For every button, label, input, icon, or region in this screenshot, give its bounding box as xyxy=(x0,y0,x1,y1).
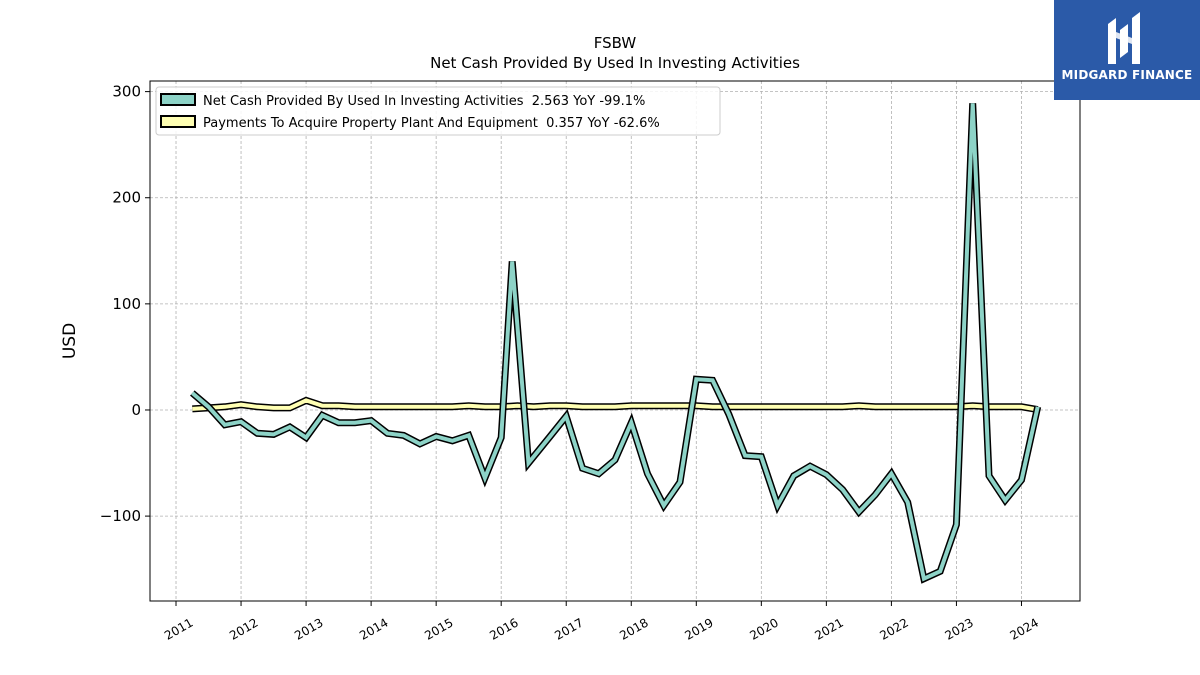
y-tick-label: 100 xyxy=(112,295,141,313)
x-tick-label: 2013 xyxy=(292,615,325,642)
x-tick-label: 2022 xyxy=(877,615,910,642)
legend-swatch-ppe xyxy=(160,115,196,128)
x-tick-label: 2017 xyxy=(552,615,585,642)
plot-frame xyxy=(149,80,1081,602)
legend: Net Cash Provided By Used In Investing A… xyxy=(155,86,721,136)
grid-lines xyxy=(150,81,1080,601)
y-tick-label: 200 xyxy=(112,189,141,207)
x-tick-label: 2023 xyxy=(942,615,975,642)
logo-badge: MIDGARD FINANCE xyxy=(1054,0,1200,100)
x-axis: 2011 2012 2013 2014 2015 2016 2017 2018 2019 2020… xyxy=(162,601,1041,643)
x-tick-label: 2024 xyxy=(1008,615,1041,642)
logo-text: MIDGARD FINANCE xyxy=(1061,68,1193,82)
chart-title: FSBW xyxy=(594,34,637,52)
series-line-net-cash xyxy=(191,103,1040,582)
chart-subtitle: Net Cash Provided By Used In Investing A… xyxy=(430,54,800,72)
y-tick-label: 300 xyxy=(112,83,141,101)
x-tick-label: 2019 xyxy=(682,615,715,642)
x-tick-label: 2012 xyxy=(227,615,260,642)
y-axis-label: USD xyxy=(60,323,80,359)
series-line-ppe xyxy=(192,398,1039,412)
x-tick-label: 2021 xyxy=(812,615,845,642)
series-layer xyxy=(190,103,1042,584)
legend-frame xyxy=(155,86,721,136)
y-axis: −100 0 100 200 300 xyxy=(100,83,150,525)
y-tick-label: 0 xyxy=(131,401,141,419)
legend-label-net-cash: Net Cash Provided By Used In Investing A… xyxy=(203,94,645,109)
x-tick-label: 2011 xyxy=(162,615,195,642)
x-tick-label: 2018 xyxy=(617,615,650,642)
legend-swatch-net-cash xyxy=(160,93,196,106)
midgard-logo-icon xyxy=(1108,12,1140,64)
legend-label-ppe: Payments To Acquire Property Plant And E… xyxy=(203,116,660,131)
y-tick-label: −100 xyxy=(100,507,141,525)
x-tick-label: 2020 xyxy=(747,615,780,642)
series-outline-net-cash xyxy=(190,103,1042,584)
x-tick-label: 2016 xyxy=(487,615,520,642)
x-tick-label: 2015 xyxy=(422,615,455,642)
x-tick-label: 2014 xyxy=(357,615,390,642)
